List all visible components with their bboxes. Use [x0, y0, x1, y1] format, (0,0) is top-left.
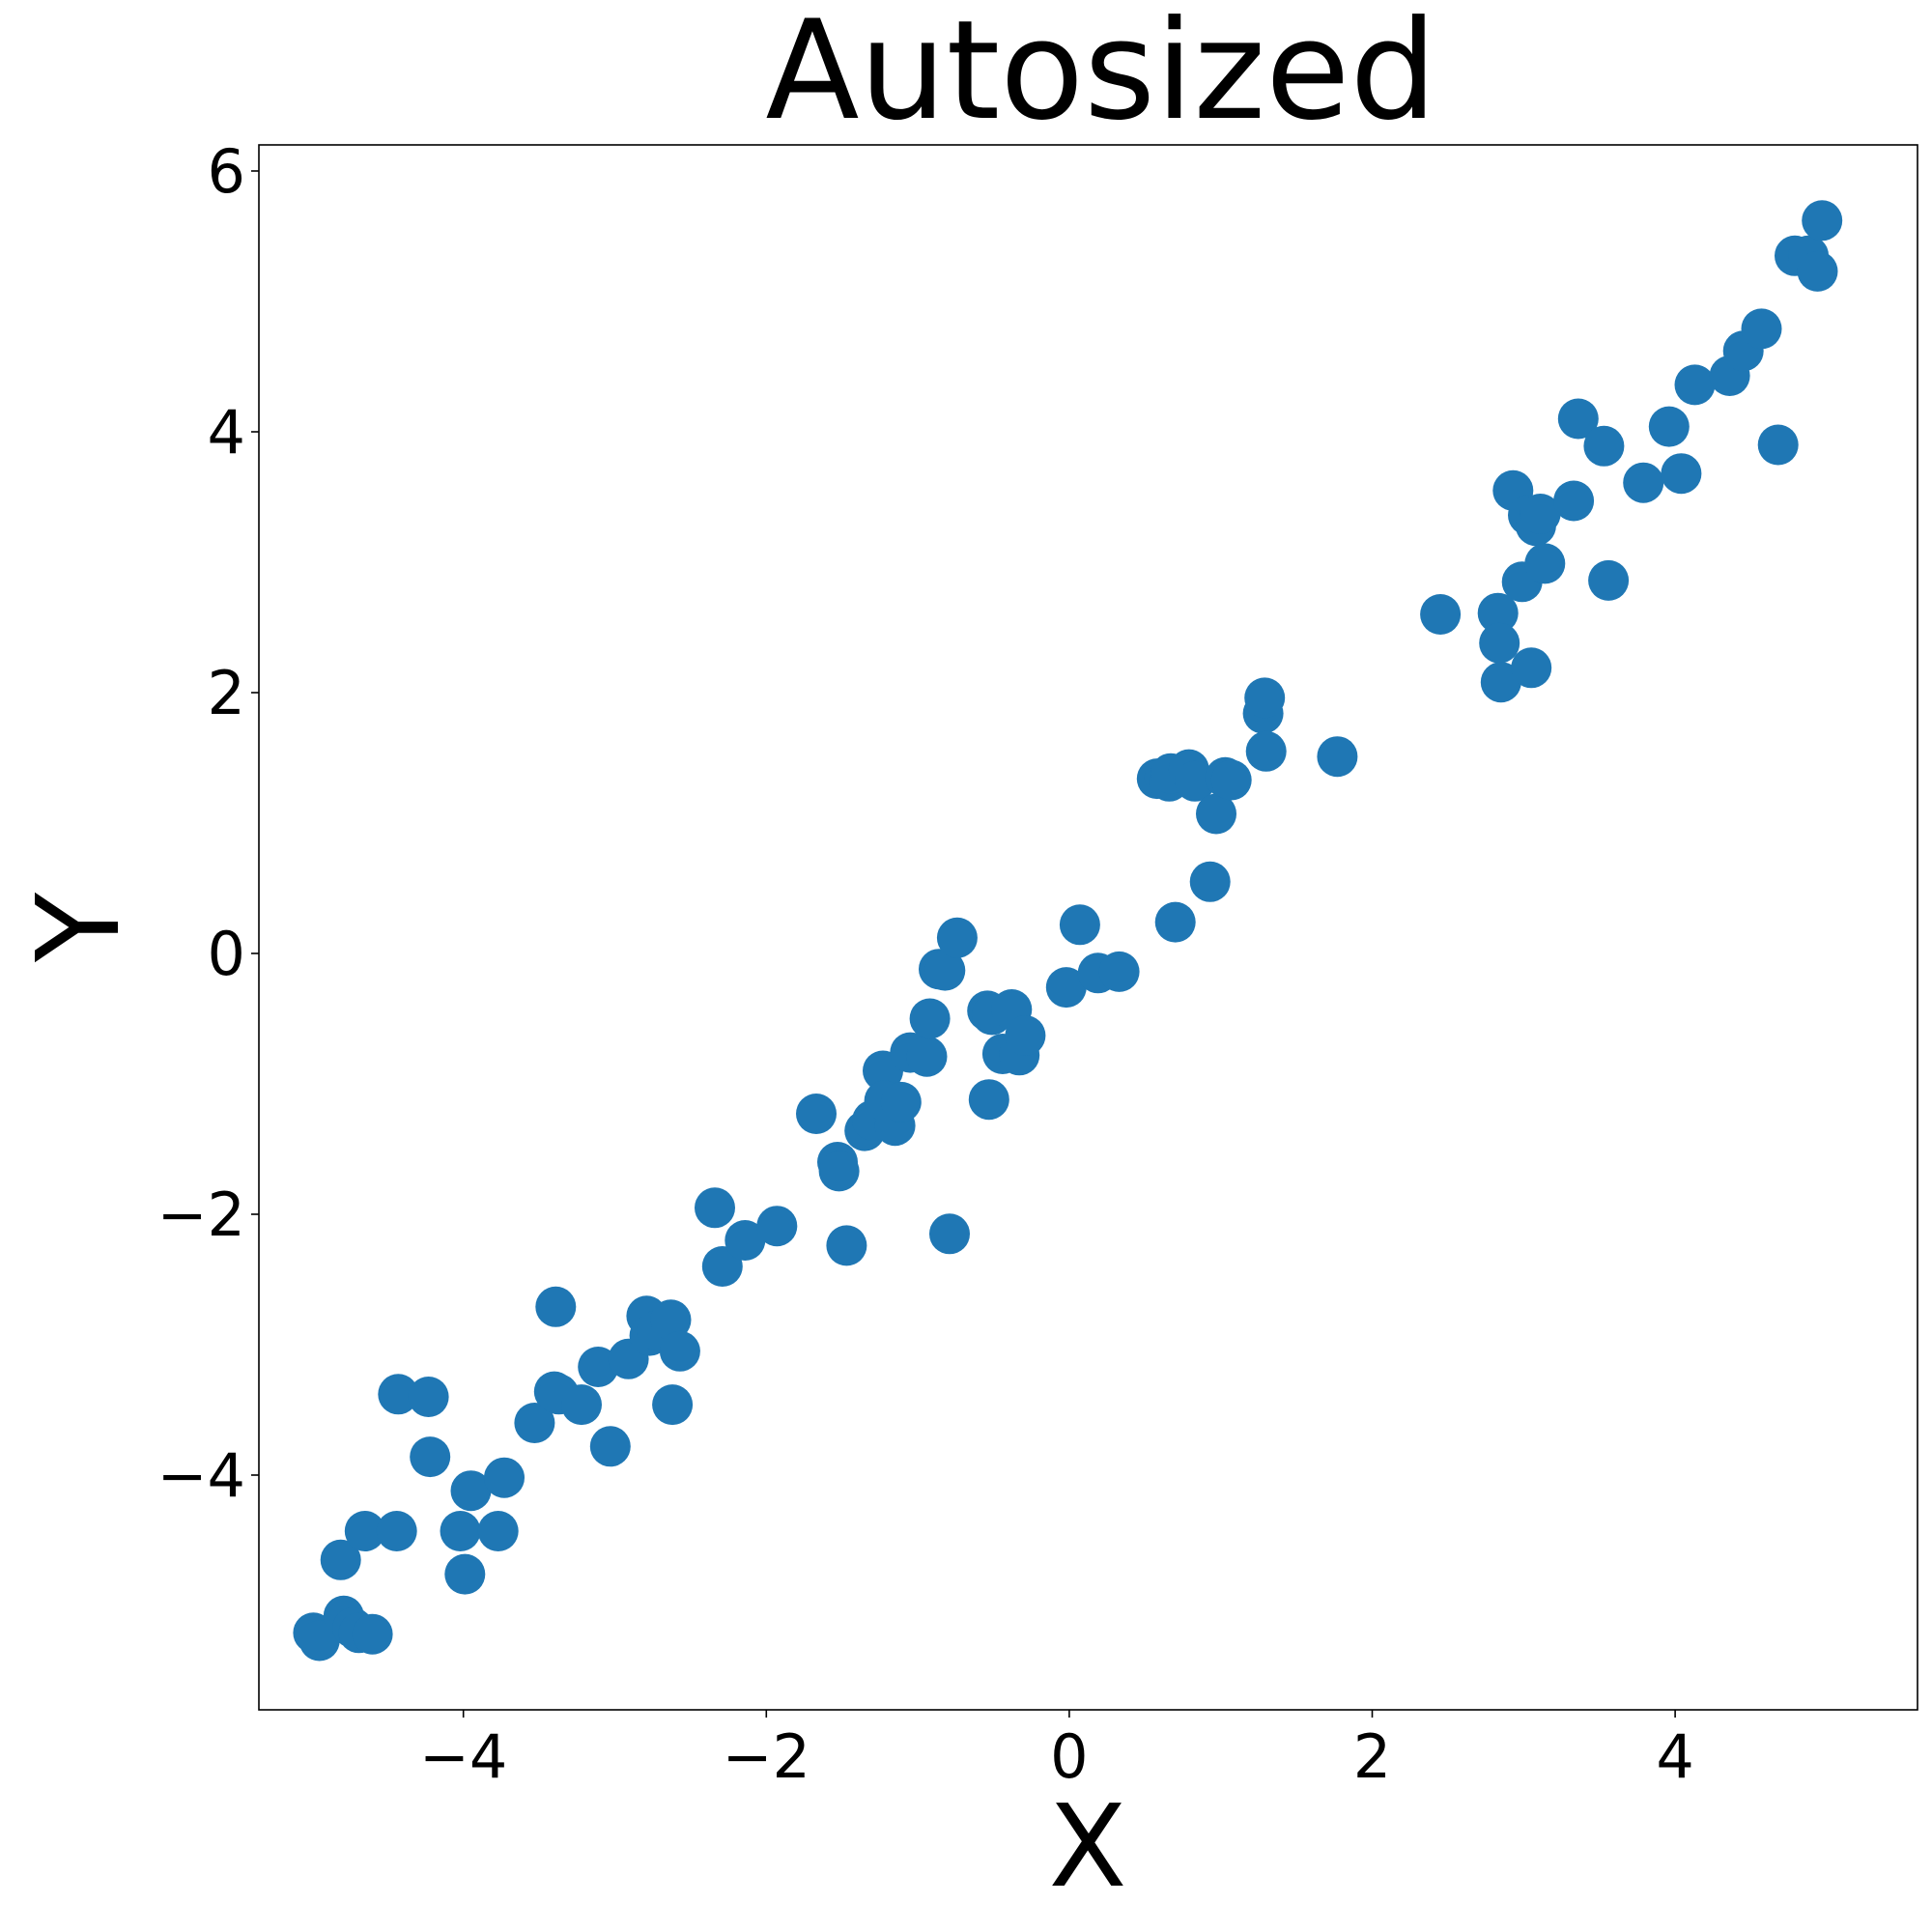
data-point: [936, 917, 978, 958]
data-point: [756, 1206, 798, 1247]
data-point: [701, 1246, 743, 1287]
y-axis-ticks: −4 −2 0 2 4 6: [157, 136, 259, 1511]
data-points: [293, 200, 1843, 1662]
data-point: [1175, 760, 1215, 802]
data-point: [561, 1384, 602, 1426]
x-tick-label: 0: [1050, 1721, 1088, 1792]
data-point: [1623, 462, 1664, 503]
data-point: [1196, 793, 1236, 835]
data-point: [929, 1213, 970, 1255]
data-point: [826, 1225, 867, 1266]
data-point: [909, 998, 951, 1039]
data-point: [1210, 759, 1252, 801]
data-point: [906, 1036, 948, 1077]
x-axis-label: X: [1049, 1779, 1127, 1913]
data-point: [1477, 592, 1519, 634]
data-point: [1154, 901, 1196, 943]
data-point: [352, 1613, 393, 1655]
data-point: [818, 1151, 860, 1192]
data-point: [1648, 406, 1690, 447]
data-point: [1245, 730, 1287, 772]
data-point: [1797, 250, 1838, 292]
data-point: [298, 1620, 340, 1662]
data-point: [1588, 559, 1630, 601]
y-tick-label: 0: [208, 919, 245, 989]
data-point: [1553, 480, 1595, 522]
data-point: [880, 1081, 922, 1122]
data-point: [1189, 861, 1231, 902]
data-point: [659, 1330, 700, 1372]
data-point: [1583, 425, 1625, 467]
data-point: [1674, 364, 1716, 406]
data-point: [477, 1511, 519, 1551]
data-point: [1741, 308, 1782, 350]
data-point: [1420, 594, 1462, 635]
data-point: [1802, 200, 1843, 242]
data-point: [378, 1374, 419, 1415]
data-point: [535, 1286, 577, 1327]
data-point: [1045, 967, 1087, 1009]
x-tick-label: 2: [1353, 1721, 1391, 1792]
data-point: [578, 1347, 619, 1387]
y-tick-label: 6: [208, 136, 245, 207]
data-point: [1511, 647, 1552, 689]
data-point: [1524, 543, 1566, 584]
data-point: [514, 1403, 555, 1443]
data-point: [1005, 1015, 1046, 1056]
x-tick-label: −2: [723, 1721, 810, 1792]
data-point: [968, 1079, 1009, 1121]
data-point: [444, 1553, 486, 1595]
x-tick-label: −4: [419, 1721, 507, 1792]
data-point: [652, 1384, 694, 1426]
data-point: [1479, 622, 1520, 664]
data-point: [344, 1511, 385, 1551]
data-point: [1557, 398, 1599, 440]
data-point: [440, 1511, 481, 1551]
chart-title: Autosized: [765, 0, 1436, 151]
x-axis-ticks: −4 −2 0 2 4: [419, 1710, 1694, 1792]
data-point: [1098, 951, 1140, 992]
data-point: [924, 950, 966, 991]
data-point: [320, 1539, 361, 1580]
y-tick-label: 4: [208, 397, 245, 468]
data-point: [724, 1220, 766, 1261]
data-point: [796, 1094, 837, 1134]
y-tick-label: 2: [208, 658, 245, 728]
y-tick-label: −4: [157, 1440, 245, 1511]
data-point: [1661, 453, 1702, 495]
data-point: [376, 1511, 417, 1551]
data-point: [1244, 677, 1286, 719]
data-point: [484, 1457, 525, 1498]
data-point: [1059, 904, 1100, 946]
data-point: [1480, 662, 1521, 703]
data-point: [1757, 424, 1799, 466]
data-point: [410, 1436, 451, 1478]
data-point: [589, 1426, 631, 1467]
data-point: [1520, 494, 1561, 534]
data-point: [1317, 736, 1358, 778]
data-point: [408, 1377, 449, 1417]
y-tick-label: −2: [157, 1179, 245, 1250]
data-point: [650, 1299, 692, 1341]
data-point: [450, 1470, 492, 1512]
data-point: [695, 1187, 735, 1229]
x-tick-label: 4: [1656, 1721, 1693, 1792]
plot-frame: [258, 144, 1918, 1711]
y-axis-label: Y: [12, 892, 145, 963]
